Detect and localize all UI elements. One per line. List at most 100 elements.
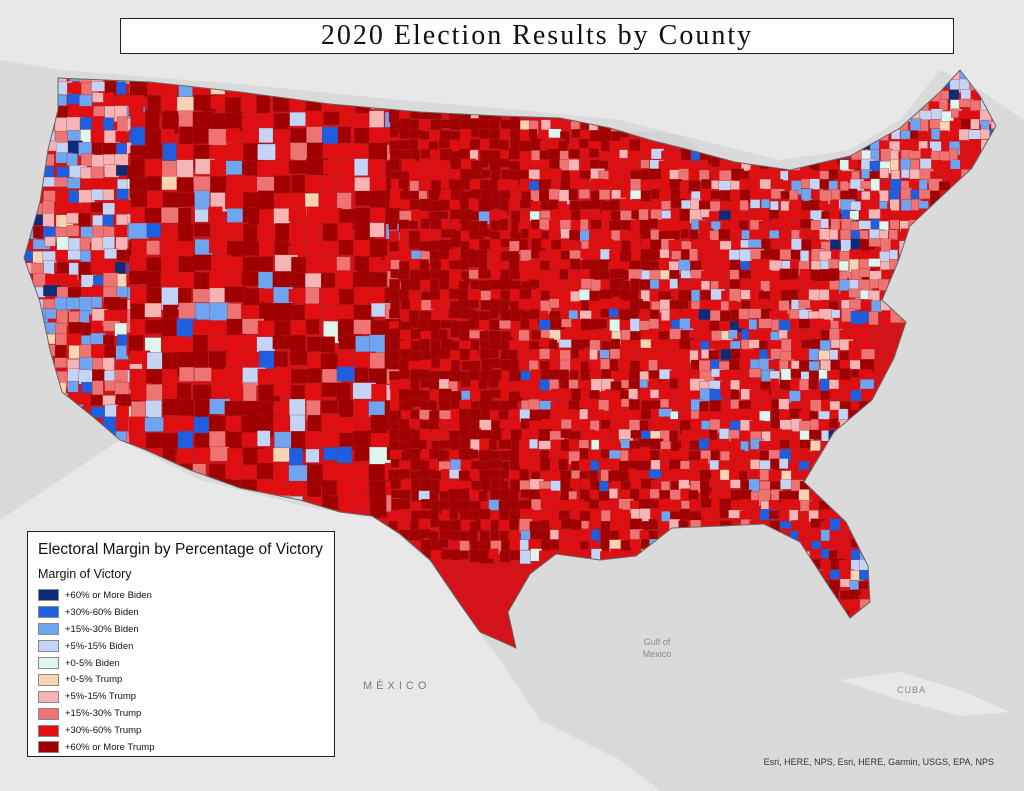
county-cell [848, 159, 859, 169]
county-cell [620, 329, 631, 342]
legend-swatch [38, 623, 59, 636]
county-cell [619, 149, 628, 159]
county-cell [498, 158, 510, 168]
county-cell [729, 288, 741, 303]
county-cell [558, 339, 574, 348]
county-cell [621, 240, 632, 251]
county-cell [258, 127, 274, 143]
county-cell [830, 189, 841, 200]
county-cell [628, 161, 639, 170]
county-cell [918, 189, 932, 200]
county-cell [798, 318, 811, 329]
county-cell [710, 450, 720, 461]
county-cell [849, 210, 860, 221]
county-cell [538, 440, 553, 450]
county-cell [839, 159, 850, 171]
county-cell [740, 349, 753, 360]
county-cell [810, 300, 820, 311]
county-cell [698, 458, 708, 469]
county-cell [353, 319, 372, 335]
county-cell [418, 120, 430, 130]
county-cell [618, 470, 630, 483]
county-cell [290, 350, 308, 366]
county-cell [759, 340, 768, 350]
legend-swatch [38, 690, 59, 703]
county-cell [273, 175, 291, 196]
county-cell [679, 338, 691, 350]
county-cell [42, 213, 55, 229]
county-cell [31, 262, 44, 275]
county-cell [821, 399, 830, 411]
county-cell [321, 288, 341, 305]
county-cell [818, 289, 831, 301]
county-cell [539, 488, 551, 498]
county-cell [241, 415, 260, 433]
county-cell [768, 469, 784, 481]
county-cell [257, 190, 275, 211]
county-cell [290, 368, 311, 384]
county-cell [778, 398, 790, 411]
county-cell [738, 170, 750, 180]
county-cell [620, 439, 630, 449]
county-cell [192, 126, 210, 144]
county-cell [388, 159, 400, 171]
county-cell [571, 419, 583, 431]
county-cell [490, 220, 502, 231]
county-cell [550, 388, 562, 398]
legend: Electoral Margin by Percentage of Victor… [27, 531, 335, 757]
county-cell [479, 159, 489, 168]
county-cell [67, 177, 83, 189]
place-label-mexico: MÉXICO [363, 680, 431, 692]
county-cell [758, 318, 773, 329]
county-cell [459, 259, 469, 270]
county-cell [579, 448, 589, 460]
county-cell [369, 110, 385, 130]
county-cell [588, 300, 601, 311]
county-cell [741, 230, 751, 240]
county-cell [778, 510, 787, 519]
county-cell [479, 228, 491, 238]
county-cell [194, 208, 209, 223]
county-cell [498, 439, 512, 449]
county-cell [808, 379, 818, 390]
county-cell [225, 128, 241, 143]
county-cell [439, 520, 451, 532]
county-cell [560, 259, 571, 271]
county-cell [889, 189, 900, 201]
county-cell [44, 308, 57, 320]
county-cell [649, 389, 659, 399]
county-cell [889, 249, 898, 261]
county-cell [438, 538, 449, 548]
county-cell [668, 151, 681, 162]
county-cell [146, 143, 163, 160]
county-cell [288, 206, 307, 222]
county-cell [559, 349, 571, 362]
county-cell [538, 550, 548, 563]
county-cell [639, 379, 648, 389]
county-cell [668, 240, 682, 250]
county-cell [569, 370, 579, 380]
county-cell [628, 468, 638, 482]
county-cell [368, 256, 383, 274]
county-cell [680, 460, 690, 470]
county-cell [80, 249, 92, 264]
county-cell [659, 249, 670, 259]
county-cell [540, 269, 551, 280]
county-cell [529, 210, 540, 222]
county-cell [508, 399, 518, 410]
county-cell [44, 236, 56, 247]
county-cell [650, 459, 661, 470]
county-cell [146, 223, 161, 238]
county-cell [306, 239, 323, 255]
county-cell [868, 258, 881, 267]
county-cell [580, 219, 589, 232]
county-cell [778, 329, 788, 339]
county-cell [698, 329, 710, 341]
county-cell [588, 148, 599, 158]
county-cell [729, 369, 741, 380]
county-cell [273, 113, 290, 131]
county-cell [390, 479, 401, 490]
county-cell [399, 468, 410, 479]
county-cell [589, 390, 600, 399]
county-cell [779, 458, 789, 469]
